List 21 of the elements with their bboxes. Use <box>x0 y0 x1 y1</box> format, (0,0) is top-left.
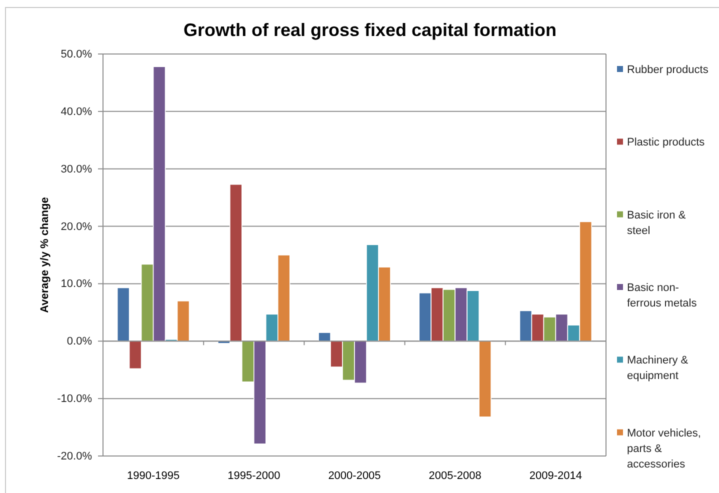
y-tick-label: 10.0% <box>60 278 92 290</box>
y-axis-title: Average y/y % change <box>39 197 51 313</box>
y-tick-label: 20.0% <box>60 220 92 233</box>
legend-label: Basic non-ferrous metals <box>627 282 698 310</box>
x-tick-label: 1995-2000 <box>228 470 280 482</box>
x-tick-label: 1990-1995 <box>126 470 180 482</box>
y-tick-label: 50.0% <box>60 48 92 61</box>
legend-label: Plastic products <box>627 136 706 149</box>
x-tick-label: 2009-2014 <box>529 470 582 482</box>
legend-label: Motor vehicles, parts & accessories <box>627 427 701 470</box>
y-tick-label: -20.0% <box>57 450 92 463</box>
y-tick-label: 40.0% <box>60 106 92 118</box>
chart-title: Growth of real gross fixed capital formation <box>183 20 557 40</box>
legend-label: Basic iron & steel <box>627 209 686 237</box>
x-tick-label: 2000-2005 <box>328 470 381 482</box>
y-tick-label: -10.0% <box>57 393 92 406</box>
y-tick-label: 0.0% <box>66 336 92 348</box>
x-tick-label: 2005-2008 <box>428 470 482 482</box>
y-tick-label: 30.0% <box>60 163 92 176</box>
legend-label: Rubber products <box>627 64 709 76</box>
legend-label: Machinery & equipment <box>627 354 689 382</box>
